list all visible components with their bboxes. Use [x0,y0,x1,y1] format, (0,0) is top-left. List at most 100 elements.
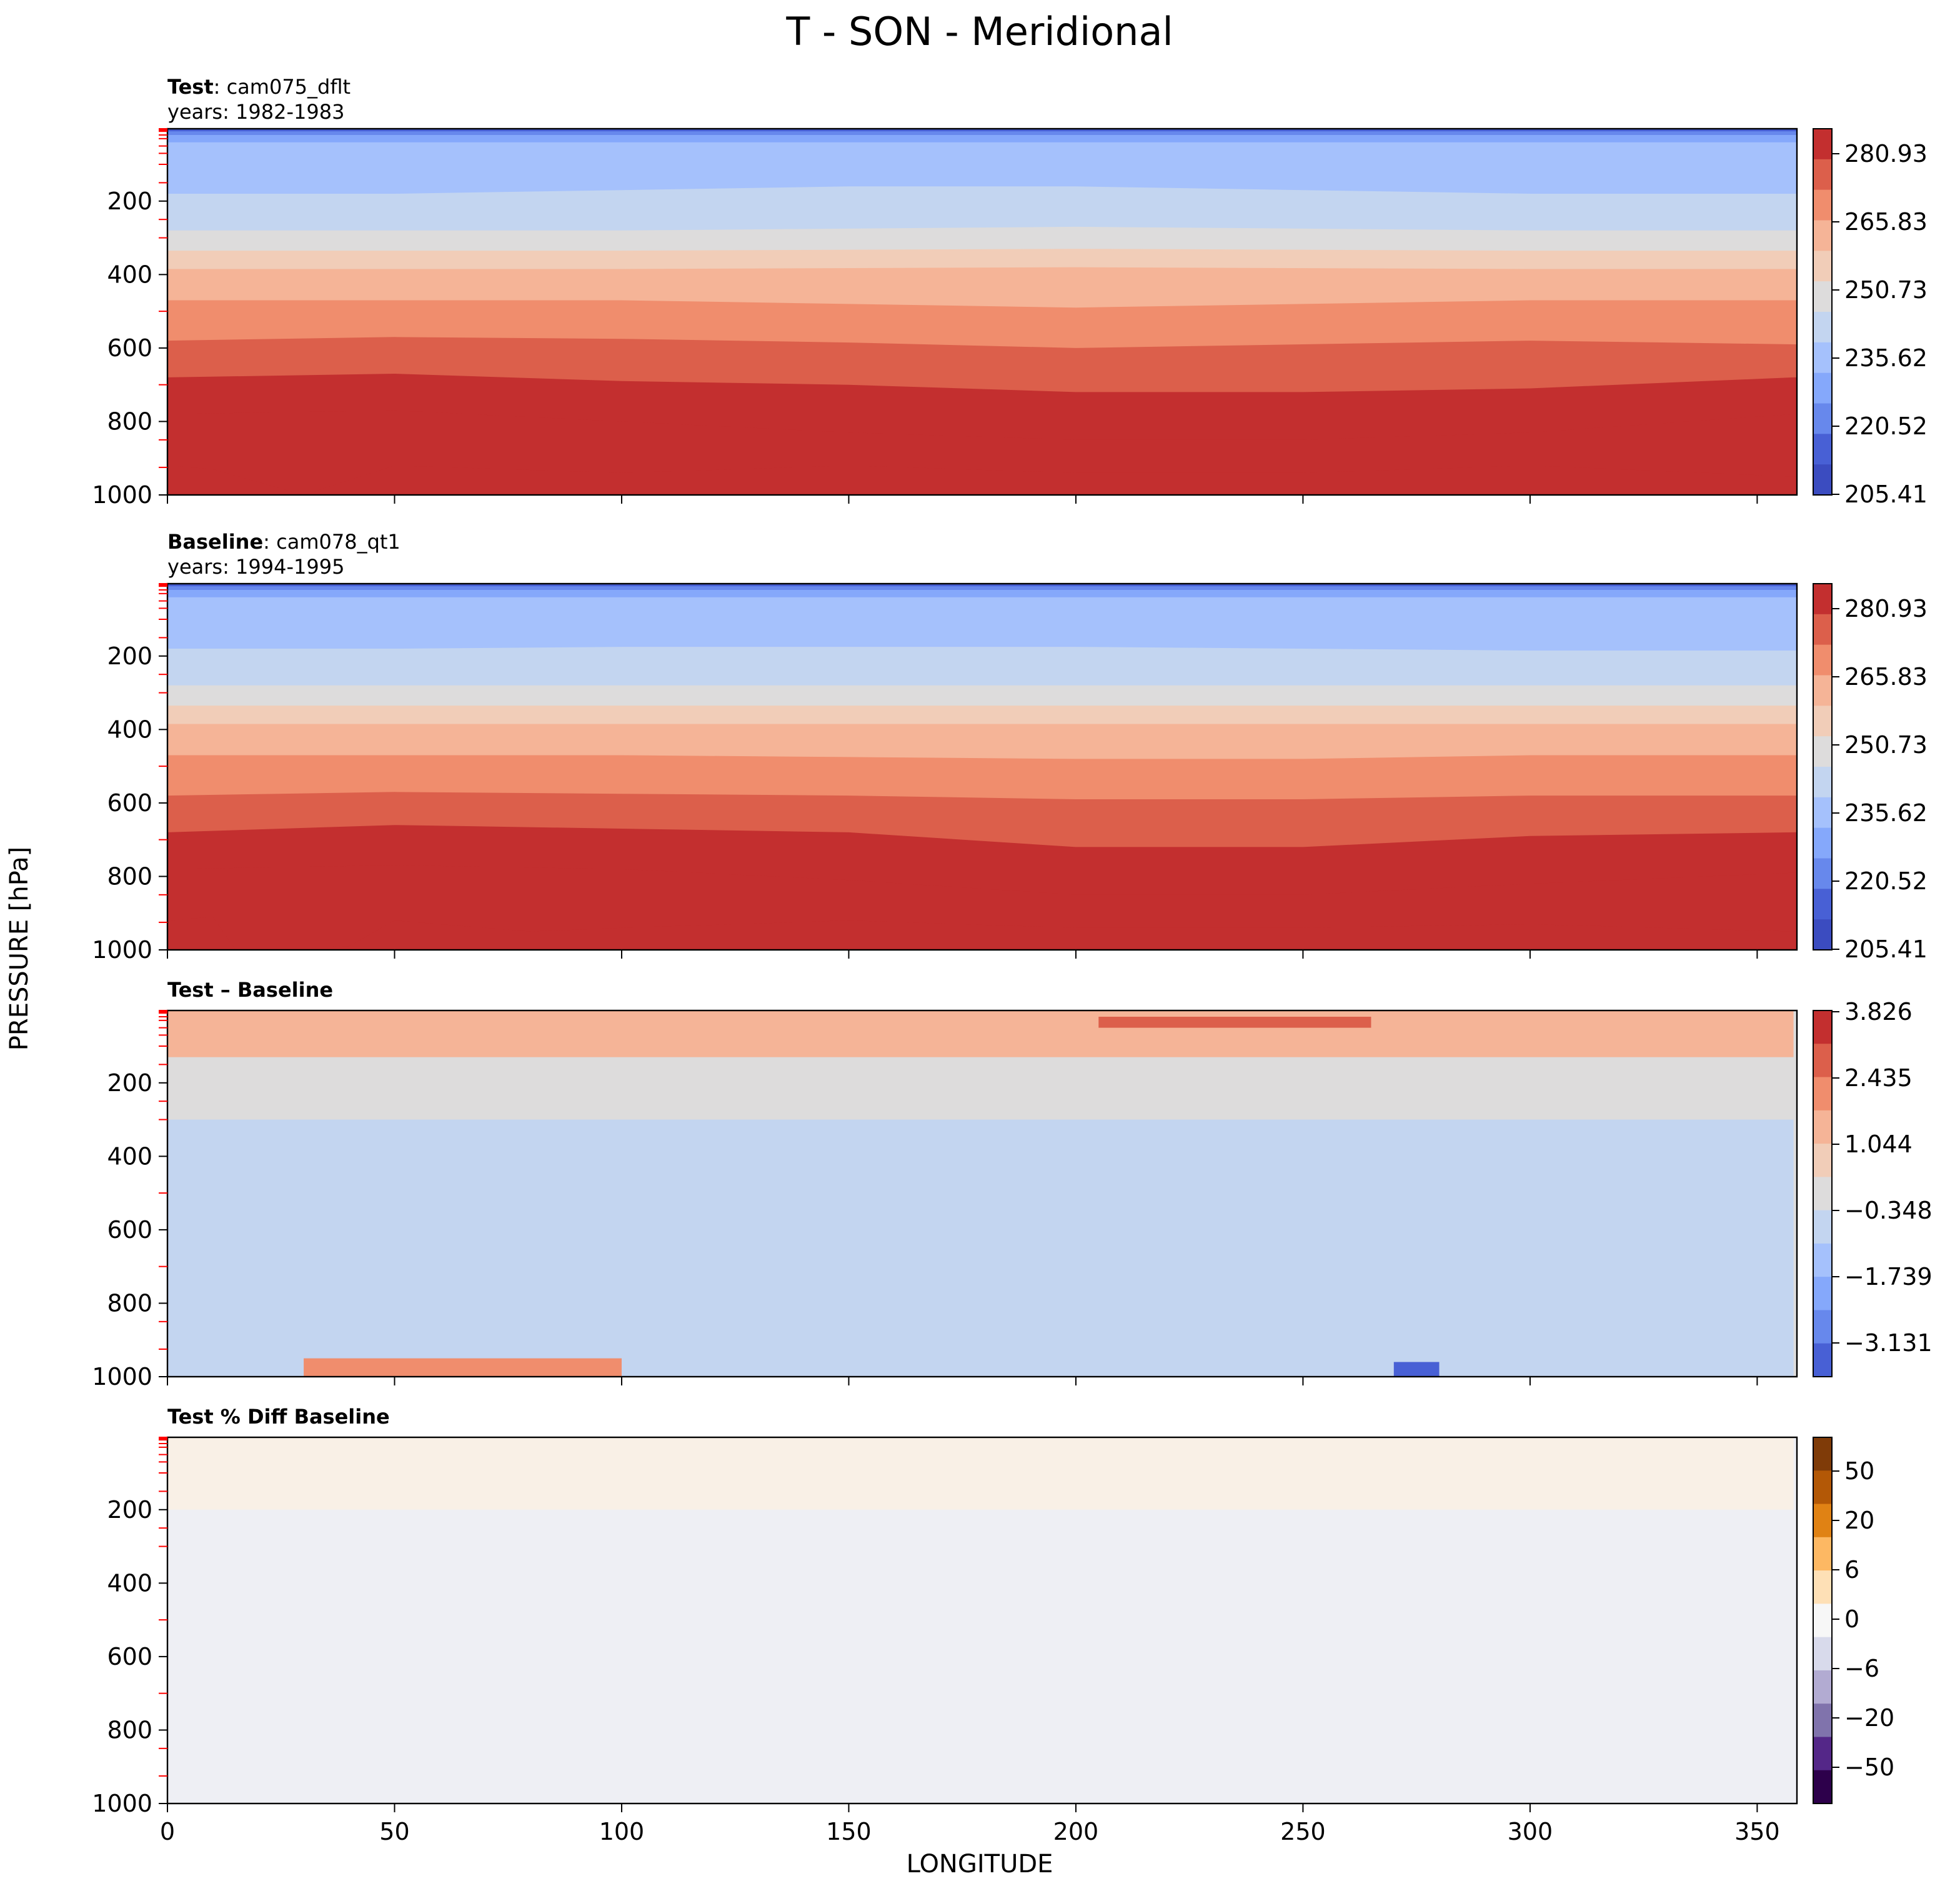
colorbar-segment [1813,1470,1832,1505]
colorbar-tick-label: 265.83 [1844,208,1928,236]
colorbar-segment [1813,1177,1832,1211]
colorbar-segment [1813,1737,1832,1771]
y-tick-label: 200 [107,187,152,215]
colorbar-segment [1813,1637,1832,1671]
panel-title-rest: : cam075_dflt [214,75,351,99]
panel-title-rest: : cam078_qt1 [263,530,400,554]
panel-title: Test – Baseline [167,978,333,1002]
y-tick-label: 1000 [92,1363,152,1390]
y-tick-label: 600 [107,334,152,362]
contour-band->288 [167,917,1797,950]
colorbar-tick-label: 3.826 [1844,998,1913,1025]
colorbar-segment [1813,251,1832,282]
y-axis-label: PRESSURE [hPa] [5,847,34,1050]
y-tick-label: 600 [107,1643,152,1670]
y-tick-label: 400 [107,261,152,288]
colorbar-segment [1813,736,1832,767]
x-tick-label: 300 [1508,1818,1553,1845]
colorbar-tick-label: −6 [1844,1655,1879,1682]
x-tick-label: 150 [826,1818,872,1845]
contour-field [167,584,1797,950]
colorbar-segment [1813,1044,1832,1078]
x-tick-label: 0 [160,1818,175,1845]
panel-title-bold: Test – Baseline [167,978,333,1002]
colorbar: 280.93 265.83 250.73 235.62 220.52 205.41 [1813,583,1928,963]
colorbar-segment [1813,858,1832,889]
colorbar-segment [1813,797,1832,829]
region-cool-mid [167,1119,1794,1377]
colorbar-segment [1813,827,1832,859]
colorbar-tick-label: −20 [1844,1704,1894,1732]
y-tick-label: 200 [107,1496,152,1524]
y-tick-label: 400 [107,1142,152,1170]
colorbar-segment [1813,312,1832,343]
x-tick-label: 50 [379,1818,409,1845]
colorbar-segment [1813,767,1832,798]
colorbar-segment [1813,372,1832,404]
colorbar-tick-label: 205.41 [1844,936,1928,963]
colorbar-tick-label: 6 [1844,1556,1859,1584]
colorbar-segment [1813,1343,1832,1377]
colorbar-segment [1813,1144,1832,1177]
colorbar-segment [1813,342,1832,374]
colorbar-segment [1813,1604,1832,1638]
colorbar-segment [1813,1537,1832,1571]
colorbar-tick-label: −0.348 [1844,1197,1933,1224]
colorbar: 50 20 6 0 −6 −20 −50 [1813,1437,1894,1804]
colorbar-tick-label: 1.044 [1844,1130,1913,1158]
y-tick-label: 1000 [92,481,152,509]
colorbar-segment [1813,1670,1832,1704]
colorbar-segment [1813,1704,1832,1737]
colorbar-tick-label: −50 [1844,1754,1894,1781]
y-tick-label: 600 [107,789,152,817]
y-tick-label: 1000 [92,936,152,964]
colorbar-tick-label: 205.41 [1844,481,1928,508]
colorbar-segment [1813,129,1832,160]
colorbar-segment [1813,159,1832,191]
colorbar-segment [1813,189,1832,221]
panel-title: Test % Diff Baseline [167,1405,390,1429]
colorbar-frame [1813,583,1833,950]
panel-title: Baseline: cam078_qt1 [167,530,400,554]
y-tick-label: 1000 [92,1790,152,1817]
colorbar-segment [1813,1277,1832,1310]
panel-subtitle: years: 1994-1995 [167,555,344,579]
panel-subtitle: years: 1982-1983 [167,100,344,124]
colorbar-segment [1813,434,1832,465]
colorbar-frame [1813,1010,1833,1377]
contour-field [167,1437,1797,1804]
colorbar-segment [1813,644,1832,676]
colorbar-segment [1813,1077,1832,1111]
colorbar-tick-label: 235.62 [1844,799,1928,827]
region-cold-surface [1393,1362,1440,1377]
panel-title: Test: cam075_dflt [167,75,351,99]
colorbar-tick-label: 220.52 [1844,412,1928,440]
colorbar-segment [1813,1243,1832,1277]
region-slight-positive-upper [167,1437,1794,1510]
colorbar-tick-label: 220.52 [1844,867,1928,895]
contour-band->288 [167,466,1797,495]
x-tick-label: 350 [1734,1818,1780,1845]
region-warm-upper [167,1010,1794,1057]
colorbar-segment [1813,706,1832,737]
panel-title-bold: Test [167,75,214,99]
y-tick-label: 800 [107,1289,152,1317]
contour-field [167,1010,1797,1377]
colorbar-tick-label: −3.131 [1844,1329,1933,1357]
region-warm-upper-core [1098,1016,1371,1028]
colorbar-segment [1813,1570,1832,1604]
colorbar-segment [1813,919,1832,950]
colorbar-tick-label: −1.739 [1844,1263,1933,1290]
colorbar-segment [1813,403,1832,434]
colorbar-tick-label: 20 [1844,1507,1874,1534]
colorbar-frame [1813,1437,1833,1804]
x-axis-label: LONGITUDE [907,1850,1053,1879]
region-near-zero [167,1082,1794,1120]
panel-title-bold: Test % Diff Baseline [167,1405,390,1429]
panel-3: Test – Baseline 200 400 600 800 1000 3.826 2.43… [92,978,1932,1390]
colorbar-tick-label: 250.73 [1844,731,1928,759]
colorbar-segment [1813,1770,1832,1804]
